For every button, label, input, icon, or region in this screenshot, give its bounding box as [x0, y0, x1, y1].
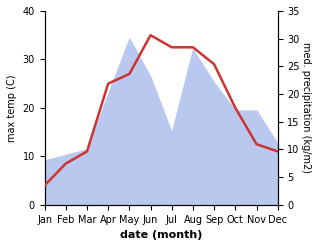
X-axis label: date (month): date (month): [120, 230, 202, 240]
Y-axis label: med. precipitation (kg/m2): med. precipitation (kg/m2): [301, 42, 311, 173]
Y-axis label: max temp (C): max temp (C): [7, 74, 17, 142]
